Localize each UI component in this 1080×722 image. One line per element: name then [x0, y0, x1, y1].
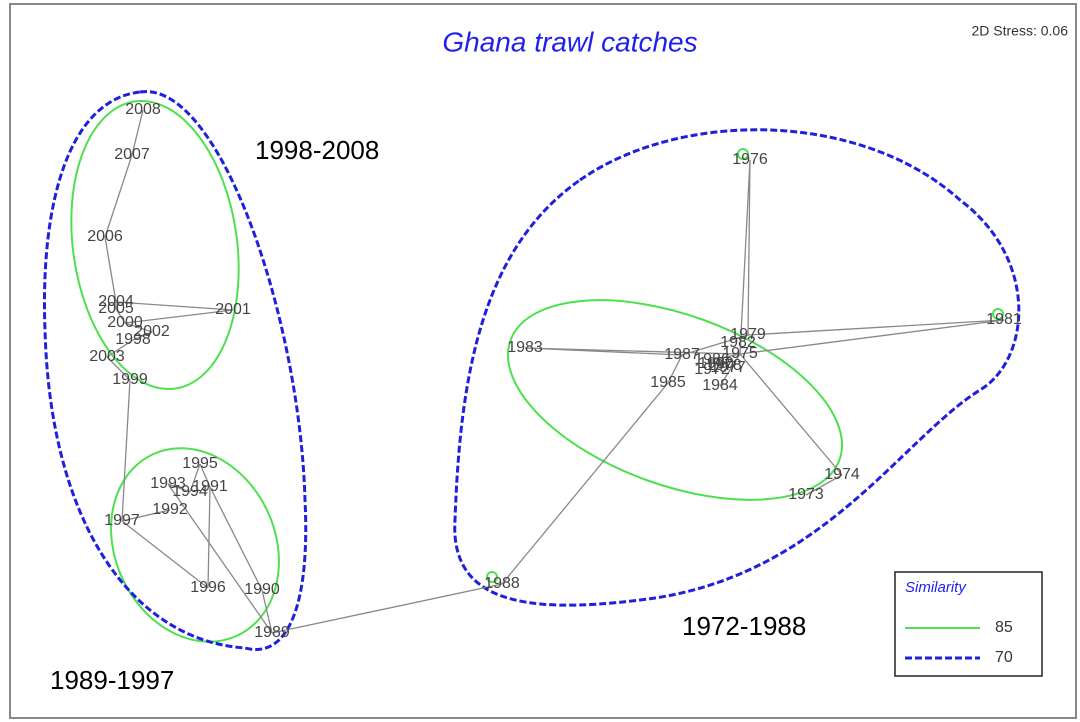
group-label: 1998-2008 [255, 135, 379, 165]
edge [131, 109, 144, 156]
year-label: 1987 [664, 346, 700, 363]
edge [681, 334, 749, 356]
edge [121, 520, 209, 589]
year-label: 1986 [694, 351, 730, 368]
edge [747, 319, 1005, 336]
edge [501, 382, 669, 585]
edge [199, 463, 211, 488]
year-label: 1980 [698, 355, 734, 372]
edge [667, 354, 683, 384]
edge [167, 483, 191, 493]
year-label: 2002 [134, 323, 170, 340]
edge [739, 353, 843, 476]
year-label: 1983 [507, 339, 543, 356]
legend-label: 70 [995, 649, 1013, 666]
year-label: 1979 [730, 326, 766, 343]
year-label: 1974 [824, 466, 860, 483]
edge [121, 509, 171, 522]
chart-title: Ghana trawl catches [442, 26, 697, 57]
year-label: 1976 [732, 151, 768, 168]
year-label: 1995 [182, 455, 218, 472]
edge [124, 322, 153, 333]
edge [719, 353, 741, 387]
year-label: 1985 [650, 374, 686, 391]
edge [106, 339, 134, 358]
group-label: 1972-1988 [682, 611, 806, 641]
edge [104, 236, 117, 303]
legend: Similarity 85 70 [894, 571, 1043, 677]
edge [189, 463, 201, 493]
year-label: 1988 [484, 575, 520, 592]
year-label: 2003 [89, 348, 125, 365]
edge [124, 309, 234, 324]
edge [115, 301, 234, 311]
year-label: 1991 [192, 478, 228, 495]
similarity-85 [70, 99, 1004, 643]
frame [9, 3, 1077, 719]
year-label: 2007 [114, 146, 150, 163]
edge [271, 583, 503, 634]
year-label: 1975 [722, 345, 758, 362]
year-label: 2000 [107, 314, 143, 331]
year-label: 1977 [710, 359, 746, 376]
edge [739, 319, 1005, 355]
group-label: 1989-1997 [50, 665, 174, 695]
year-label: 1984 [702, 377, 738, 394]
year-label: 1978 [706, 357, 742, 374]
year-label: 2008 [125, 101, 161, 118]
year-label: 1989 [254, 624, 290, 641]
year-label: 1996 [190, 579, 226, 596]
year-label: 2004 [98, 293, 134, 310]
edge [104, 154, 133, 238]
edge [132, 331, 153, 341]
year-label: 2006 [87, 228, 123, 245]
year-label: 1992 [152, 501, 188, 518]
year-label: 1982 [720, 334, 756, 351]
year-label: 1999 [112, 371, 148, 388]
year-label: 2001 [215, 301, 251, 318]
edge [747, 159, 751, 336]
edge [167, 483, 273, 634]
edge [121, 379, 131, 522]
edge [106, 356, 131, 381]
year-label: 1973 [788, 486, 824, 503]
stress: 2D Stress: 0.06 [972, 23, 1069, 39]
edge [711, 353, 741, 361]
legend-title: Similarity [905, 579, 967, 596]
edge [805, 474, 843, 496]
edge [115, 308, 126, 324]
year-label: 1997 [104, 512, 140, 529]
year-label: 1998 [115, 331, 151, 348]
edge [739, 159, 751, 355]
legend-label: 85 [995, 619, 1013, 636]
year-label: 1990 [244, 581, 280, 598]
year-label: 1981 [986, 311, 1022, 328]
edge [261, 589, 273, 634]
edge [209, 486, 263, 591]
edge [207, 486, 211, 589]
edges [104, 109, 1005, 634]
year-label: 1994 [172, 483, 208, 500]
similarity-70 [42, 90, 1021, 651]
year-label: 2005 [98, 300, 134, 317]
year-label: 1993 [150, 475, 186, 492]
edge [524, 347, 741, 355]
year-label: 1972 [694, 361, 730, 378]
